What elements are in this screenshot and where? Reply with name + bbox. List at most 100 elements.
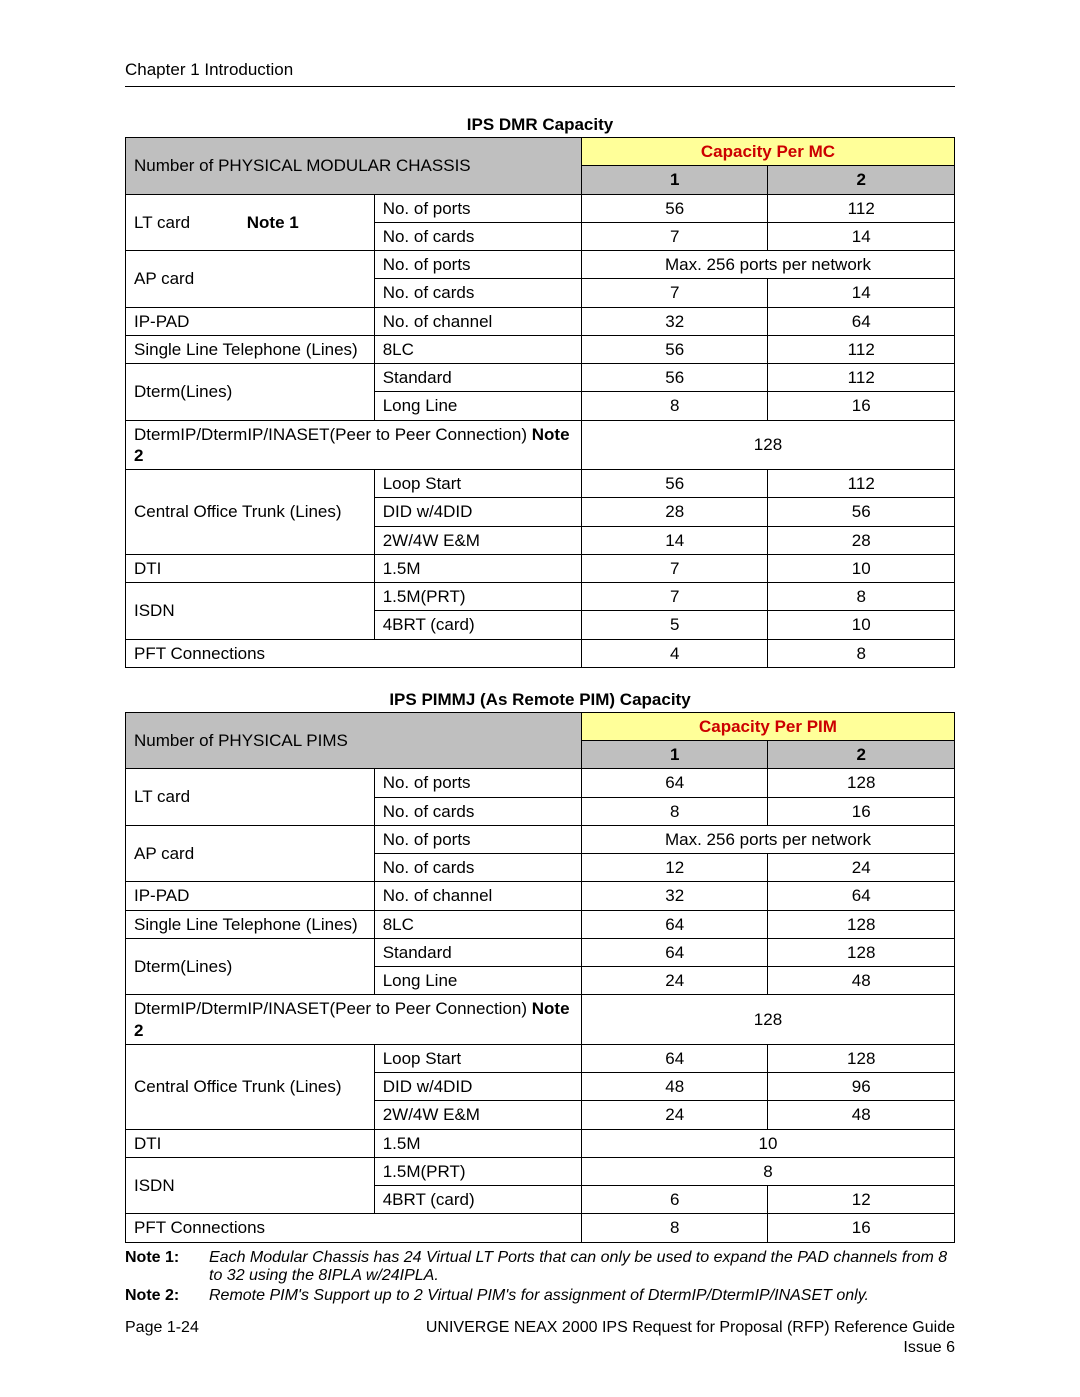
row-label-cell: DtermIP/DtermIP/INASET(Peer to Peer Conn…	[126, 995, 582, 1045]
row-sub-cell: No. of cards	[374, 797, 581, 825]
row-label-text: DtermIP/DtermIP/INASET(Peer to Peer Conn…	[134, 999, 527, 1018]
value-cell: 64	[581, 769, 768, 797]
header-cell: 1	[581, 166, 768, 194]
value-cell: 24	[581, 967, 768, 995]
row-label-cell: DtermIP/DtermIP/INASET(Peer to Peer Conn…	[126, 420, 582, 470]
row-sub-cell: 2W/4W E&M	[374, 1101, 581, 1129]
row-sub-cell: 4BRT (card)	[374, 1186, 581, 1214]
row-sub-cell: No. of channel	[374, 307, 581, 335]
row-sub-cell: 8LC	[374, 910, 581, 938]
value-cell: 5	[581, 611, 768, 639]
doc-title-post: 2000 IPS Request for Proposal (RFP) Refe…	[557, 1319, 955, 1336]
row-sub-cell: 1.5M	[374, 554, 581, 582]
value-cell: 64	[581, 910, 768, 938]
value-cell: 64	[768, 307, 955, 335]
notes-block: Note 1:Each Modular Chassis has 24 Virtu…	[125, 1249, 955, 1306]
row-sub-cell: No. of cards	[374, 279, 581, 307]
table-row: DtermIP/DtermIP/INASET(Peer to Peer Conn…	[126, 420, 955, 470]
value-cell: 8	[581, 392, 768, 420]
row-label-text: Central Office Trunk (Lines)	[134, 1077, 342, 1096]
row-sub-cell: 1.5M	[374, 1129, 581, 1157]
table-row: Single Line Telephone (Lines)8LC64128	[126, 910, 955, 938]
row-sub-cell: No. of cards	[374, 222, 581, 250]
value-cell: 4	[581, 639, 768, 667]
row-label-cell: Central Office Trunk (Lines)	[126, 470, 375, 555]
row-sub-cell: No. of ports	[374, 769, 581, 797]
row-sub-cell: No. of cards	[374, 854, 581, 882]
row-label-text: DtermIP/DtermIP/INASET(Peer to Peer Conn…	[134, 425, 527, 444]
table-row: ISDN1.5M(PRT)8	[126, 1157, 955, 1185]
row-label-text: Central Office Trunk (Lines)	[134, 502, 342, 521]
value-cell: 64	[581, 1044, 768, 1072]
page-number: Page 1-24	[125, 1319, 199, 1337]
value-cell: 7	[581, 554, 768, 582]
row-label-cell: Central Office Trunk (Lines)	[126, 1044, 375, 1129]
value-cell: 112	[768, 335, 955, 363]
row-label-cell: ISDN	[126, 1157, 375, 1214]
row-label-text: DTI	[134, 1134, 161, 1153]
row-label-cell: Dterm(Lines)	[126, 364, 375, 421]
row-label-cell: DTI	[126, 1129, 375, 1157]
table-ips-dmr-capacity: Number of PHYSICAL MODULAR CHASSIS Capac…	[125, 137, 955, 668]
table1-title: IPS DMR Capacity	[125, 115, 955, 135]
value-cell: 112	[768, 364, 955, 392]
value-cell: 16	[768, 797, 955, 825]
value-cell: Max. 256 ports per network	[581, 825, 954, 853]
note-text: Each Modular Chassis has 24 Virtual LT P…	[209, 1249, 955, 1286]
row-label-text: IP-PAD	[134, 312, 189, 331]
table-row: IP-PADNo. of channel3264	[126, 882, 955, 910]
value-cell: 32	[581, 307, 768, 335]
value-cell: 56	[581, 194, 768, 222]
row-label-text: AP card	[134, 844, 194, 863]
row-sub-cell: DID w/4DID	[374, 1073, 581, 1101]
value-cell: 8	[581, 1214, 768, 1242]
row-label-cell: Single Line Telephone (Lines)	[126, 335, 375, 363]
value-cell: 7	[581, 583, 768, 611]
table-row: PFT Connections816	[126, 1214, 955, 1242]
row-label-text: Dterm(Lines)	[134, 382, 232, 401]
row-sub-cell: DID w/4DID	[374, 498, 581, 526]
doc-title: UNIVERGE NEAX 2000 IPS Request for Propo…	[426, 1319, 955, 1337]
value-cell: 10	[768, 554, 955, 582]
table-row: Number of PHYSICAL PIMS Capacity Per PIM	[126, 712, 955, 740]
value-cell: 64	[581, 938, 768, 966]
table-row: Dterm(Lines)Standard56112	[126, 364, 955, 392]
table-row: IP-PAD No. of channel3264	[126, 307, 955, 335]
header-cell: Number of PHYSICAL MODULAR CHASSIS	[126, 138, 582, 195]
chapter-heading: Chapter 1 Introduction	[125, 60, 955, 80]
value-cell: 24	[768, 854, 955, 882]
doc-title-neax: NEAX	[514, 1319, 558, 1336]
row-sub-cell: No. of ports	[374, 825, 581, 853]
row-sub-cell: 2W/4W E&M	[374, 526, 581, 554]
table-row: ISDN1.5M(PRT)78	[126, 583, 955, 611]
table-row: Single Line Telephone (Lines)8LC56112	[126, 335, 955, 363]
row-label-cell: LT card Note 1	[126, 194, 375, 251]
row-label-text: Single Line Telephone (Lines)	[134, 340, 358, 359]
table-row: LT cardNo. of ports64128	[126, 769, 955, 797]
row-label-text: Single Line Telephone (Lines)	[134, 915, 358, 934]
table-row: DtermIP/DtermIP/INASET(Peer to Peer Conn…	[126, 995, 955, 1045]
value-cell: 48	[581, 1073, 768, 1101]
value-cell: 28	[768, 526, 955, 554]
table-row: DTI1.5M710	[126, 554, 955, 582]
row-sub-cell: Loop Start	[374, 1044, 581, 1072]
header-cell: 2	[768, 741, 955, 769]
row-label-cell: ISDN	[126, 583, 375, 640]
row-label-cell: Single Line Telephone (Lines)	[126, 910, 375, 938]
value-cell: 112	[768, 194, 955, 222]
value-cell: 7	[581, 222, 768, 250]
table-ips-pimmj-capacity: Number of PHYSICAL PIMS Capacity Per PIM…	[125, 712, 955, 1243]
value-cell: 64	[768, 882, 955, 910]
value-cell: 128	[581, 420, 954, 470]
value-cell: 16	[768, 1214, 955, 1242]
table2-title: IPS PIMMJ (As Remote PIM) Capacity	[125, 690, 955, 710]
value-cell: 56	[581, 364, 768, 392]
value-cell: 12	[581, 854, 768, 882]
note-ref: Note 1	[247, 213, 299, 232]
value-cell: 128	[768, 769, 955, 797]
row-label-text: LT card	[134, 213, 190, 232]
row-sub-cell: Standard	[374, 938, 581, 966]
value-cell: 16	[768, 392, 955, 420]
value-cell: 56	[581, 335, 768, 363]
note-label: Note 2:	[125, 1287, 195, 1305]
